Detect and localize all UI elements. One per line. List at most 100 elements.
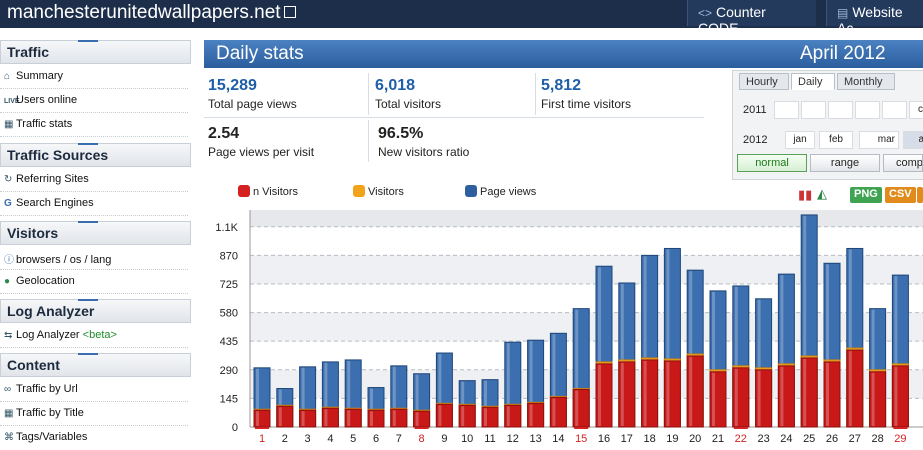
stat-total-visitors: 6,018 Total visitors (375, 77, 441, 111)
n-visitors-bar (618, 361, 636, 428)
bar-highlight (757, 370, 761, 426)
globe-icon: ● (4, 276, 11, 287)
tab-monthly[interactable]: Monthly (837, 73, 895, 90)
export-png-button[interactable]: PNG (850, 187, 882, 203)
tab-hourly[interactable]: Hourly (739, 73, 789, 90)
legend-item-n-visitors[interactable]: n Visitors (238, 185, 298, 198)
bar-highlight (803, 358, 807, 426)
counter-code-button[interactable]: <> Counter CODE (687, 0, 816, 36)
x-tick-label: 13 (529, 433, 541, 445)
sidebar-section-log-analyzer[interactable]: Log Analyzer (0, 299, 191, 323)
external-link-icon[interactable] (283, 6, 296, 18)
page-title: Daily stats (216, 43, 304, 64)
bar-highlight (689, 356, 693, 426)
legend-item-page-views[interactable]: Page views (465, 185, 536, 198)
bar-highlight (871, 372, 875, 426)
bar-highlight (894, 366, 898, 426)
orange-swatch-icon (353, 185, 365, 197)
x-tick-label: 17 (621, 433, 633, 445)
x-tick-label: 11 (484, 433, 495, 445)
stats-header: Daily stats April 2012 (204, 40, 923, 68)
stat-label: First time visitors (541, 97, 631, 111)
x-tick-label: 20 (689, 433, 701, 445)
x-tick-label: 7 (396, 433, 402, 445)
n-visitors-bar (846, 349, 864, 428)
export-label: PNG (854, 188, 878, 200)
compare-mode-button[interactable]: compa (883, 154, 923, 172)
sidebar-item-traffic-by-url[interactable]: ∞ Traffic by Url (0, 378, 188, 402)
legend-item-visitors[interactable]: Visitors (353, 185, 404, 198)
sidebar-item-summary[interactable]: ⌂ Summary (0, 65, 188, 89)
month-cell[interactable] (855, 101, 880, 119)
y-tick-label: 0 (232, 422, 238, 434)
refresh-icon: ↻ (4, 174, 13, 185)
link-icon: ∞ (4, 384, 12, 395)
x-tick-label: 26 (826, 433, 838, 445)
month-apr[interactable]: a (903, 131, 923, 149)
sidebar-item-search-engines[interactable]: G Search Engines (0, 192, 188, 216)
sidebar-item-users-online[interactable]: LIVEUsers online (0, 89, 188, 113)
y-tick-label: 870 (220, 250, 238, 262)
month-cell[interactable] (828, 101, 853, 119)
sidebar-section-traffic-sources[interactable]: Traffic Sources (0, 143, 191, 167)
bar-highlight (301, 367, 305, 426)
stat-value: 96.5% (378, 125, 424, 142)
n-visitors-bar (276, 405, 294, 428)
stat-label: Page views per visit (208, 145, 315, 159)
export-more-button[interactable] (917, 187, 923, 203)
n-visitors-bar (504, 404, 522, 428)
sidebar-item-browsers[interactable]: ⓘ browsers / os / lang (0, 246, 188, 270)
sidebar-item-tags-variables[interactable]: ⌘ Tags/Variables (0, 426, 188, 450)
month-cell[interactable]: c (909, 101, 923, 119)
sidebar-section-visitors[interactable]: Visitors (0, 221, 191, 245)
info-icon: ⓘ (4, 255, 14, 266)
tab-daily[interactable]: Daily (791, 73, 835, 90)
n-visitors-bar (823, 361, 841, 428)
google-icon: G (4, 198, 12, 209)
n-visitors-bar (435, 403, 453, 428)
x-tick-label: 12 (507, 433, 519, 445)
site-title-link[interactable]: manchesterunitedwallpapers.net (7, 2, 296, 24)
month-feb[interactable]: feb (819, 131, 853, 149)
month-mar[interactable]: mar (859, 131, 899, 149)
month-cell[interactable] (801, 101, 826, 119)
divider (204, 117, 704, 118)
sidebar-item-geolocation[interactable]: ● Geolocation (0, 270, 188, 294)
month-cell[interactable] (882, 101, 907, 119)
sidebar-item-log-analyzer[interactable]: ⇆ Log Analyzer <beta> (0, 324, 188, 348)
month-cell[interactable] (774, 101, 799, 119)
x-tick-label: 21 (712, 433, 724, 445)
sidebar-section-content[interactable]: Content (0, 353, 191, 377)
sidebar-section-traffic[interactable]: Traffic (0, 40, 191, 64)
bar-highlight (552, 398, 556, 426)
sidebar-item-traffic-by-title[interactable]: ▦ Traffic by Title (0, 402, 188, 426)
x-tick-label: 29 (894, 433, 906, 445)
bar-highlight (712, 291, 715, 426)
bar-highlight (506, 343, 510, 426)
bar-chart-icon[interactable]: ▮▮ (798, 187, 813, 202)
bar-highlight (552, 334, 556, 426)
sidebar-item-traffic-stats[interactable]: ▦ Traffic stats (0, 113, 188, 137)
section-label: Traffic (7, 44, 50, 60)
x-tick-label: 2 (282, 433, 288, 445)
top-bar: manchesterunitedwallpapers.net <> Counter… (0, 0, 923, 36)
website-account-button[interactable]: ▤ Website Ac (826, 0, 923, 36)
tab-label: Monthly (844, 76, 883, 88)
range-mode-button[interactable]: range (810, 154, 880, 172)
month-jan[interactable]: jan (785, 131, 815, 149)
item-label: Search Engines (16, 197, 94, 209)
bar-highlight (529, 404, 533, 426)
bar-highlight (620, 283, 624, 426)
export-csv-button[interactable]: CSV (885, 187, 916, 203)
item-label: Traffic by Url (16, 383, 78, 395)
line-chart-icon[interactable]: ◭ (817, 186, 827, 201)
bar-highlight (666, 361, 670, 426)
item-label: Users online (16, 94, 78, 106)
x-tick-label: 10 (461, 433, 473, 445)
bar-highlight (461, 406, 465, 426)
item-label: Traffic stats (16, 118, 73, 130)
item-label: Referring Sites (16, 173, 89, 185)
sidebar-item-referring-sites[interactable]: ↻ Referring Sites (0, 168, 188, 192)
normal-mode-button[interactable]: normal (737, 154, 807, 172)
